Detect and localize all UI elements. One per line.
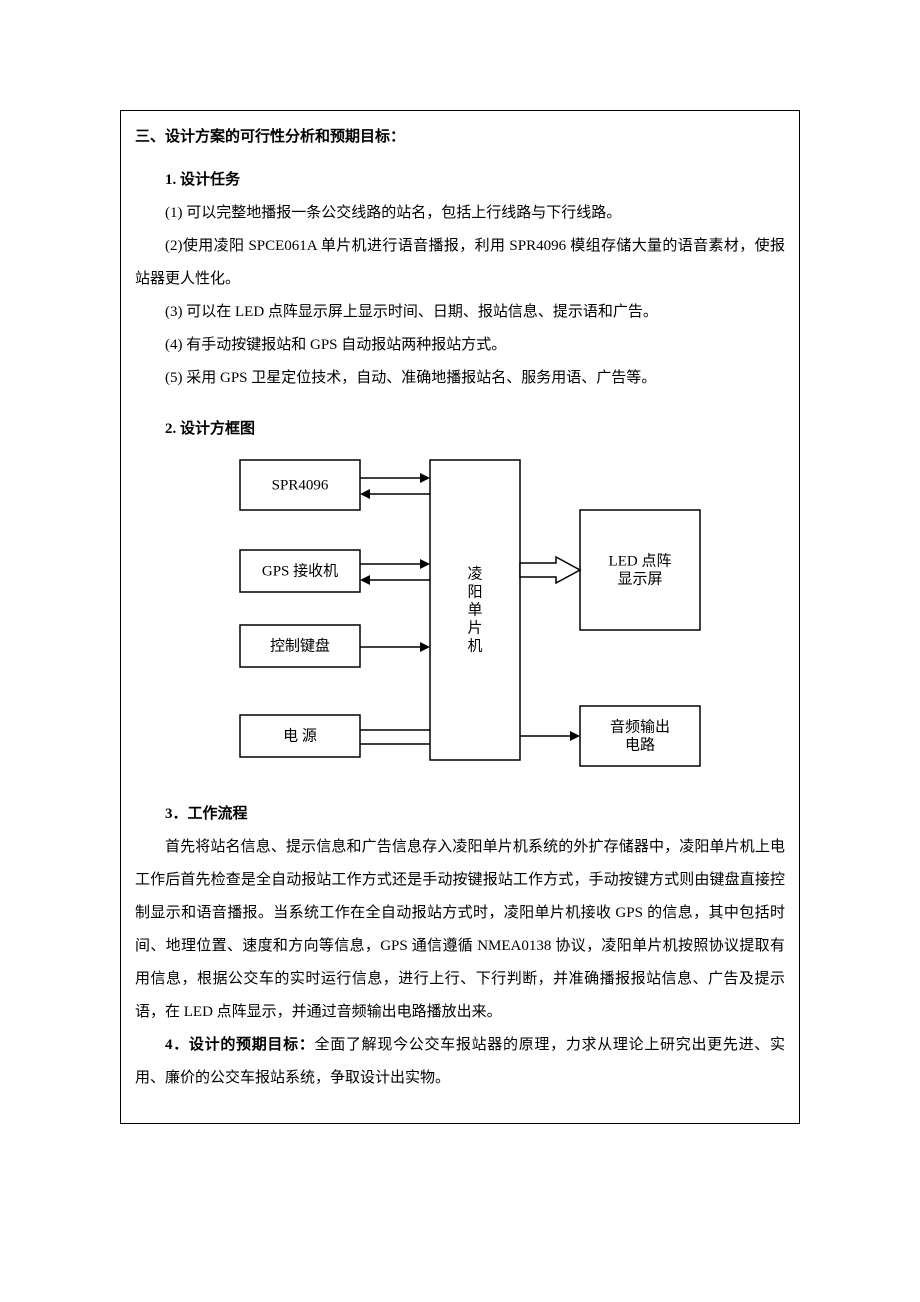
- workflow-text: 首先将站名信息、提示信息和广告信息存入凌阳单片机系统的外扩存储器中，凌阳单片机上…: [135, 831, 785, 1029]
- svg-text:机: 机: [467, 638, 482, 655]
- workflow-heading: 3．工作流程: [135, 802, 785, 823]
- page: 三、设计方案的可行性分析和预期目标： 1. 设计任务 (1) 可以完整地播报一条…: [0, 0, 920, 1302]
- svg-text:控制键盘: 控制键盘: [270, 637, 330, 655]
- task-item-4: (4) 有手动按键报站和 GPS 自动报站两种报站方式。: [135, 329, 785, 362]
- task-item-2: (2)使用凌阳 SPCE061A 单片机进行语音播报，利用 SPR4096 模组…: [135, 230, 785, 296]
- task-item-1: (1) 可以完整地播报一条公交线路的站名，包括上行线路与下行线路。: [135, 197, 785, 230]
- content-frame: 三、设计方案的可行性分析和预期目标： 1. 设计任务 (1) 可以完整地播报一条…: [120, 110, 800, 1124]
- goal-prefix: 4．设计的预期目标：: [165, 1037, 315, 1053]
- task-item-5: (5) 采用 GPS 卫星定位技术，自动、准确地播报站名、服务用语、广告等。: [135, 362, 785, 395]
- diagram-heading: 2. 设计方框图: [135, 417, 785, 438]
- task-item-3: (3) 可以在 LED 点阵显示屏上显示时间、日期、报站信息、提示语和广告。: [135, 296, 785, 329]
- svg-text:电路: 电路: [625, 737, 655, 754]
- goal-para: 4．设计的预期目标：全面了解现今公交车报站器的原理，力求从理论上研究出更先进、实…: [135, 1029, 785, 1095]
- svg-text:显示屏: 显示屏: [617, 572, 662, 588]
- svg-text:GPS 接收机: GPS 接收机: [262, 563, 338, 580]
- svg-text:凌: 凌: [467, 566, 482, 583]
- section-title: 三、设计方案的可行性分析和预期目标：: [135, 125, 785, 146]
- svg-text:LED 点阵: LED 点阵: [609, 553, 672, 570]
- svg-text:单: 单: [467, 602, 482, 619]
- block-diagram-svg: SPR4096 GPS 接收机控制键盘电 源 凌阳单片机 LED 点阵显示屏音频输出电…: [200, 450, 720, 780]
- block-diagram: SPR4096 GPS 接收机控制键盘电 源 凌阳单片机 LED 点阵显示屏音频输出电…: [135, 450, 785, 780]
- svg-text:电 源: 电 源: [283, 728, 317, 745]
- svg-text:音频输出: 音频输出: [610, 719, 670, 736]
- svg-text:阳: 阳: [467, 584, 482, 601]
- task-heading: 1. 设计任务: [135, 168, 785, 189]
- svg-text:片: 片: [467, 620, 482, 637]
- svg-text:SPR4096: SPR4096: [272, 478, 329, 494]
